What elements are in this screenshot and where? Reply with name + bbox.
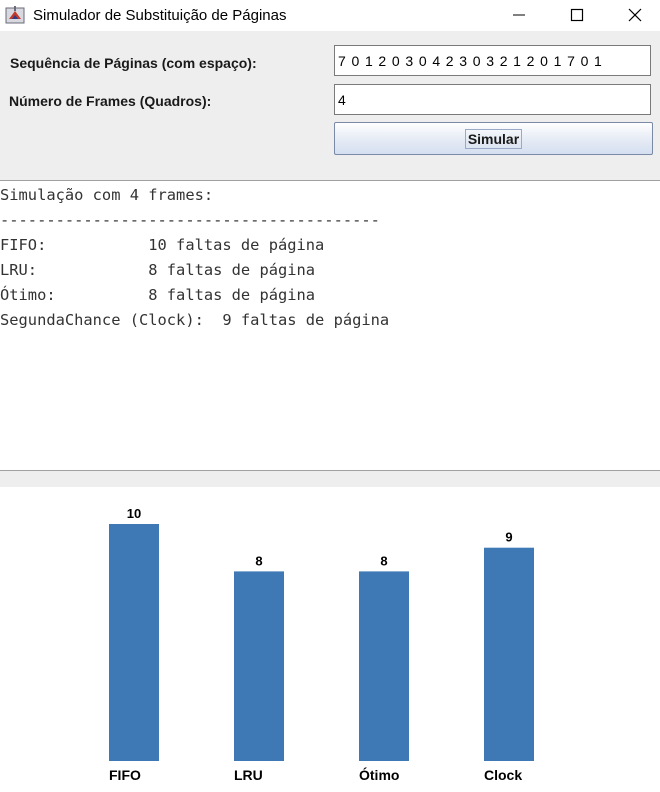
frames-input[interactable] (334, 84, 651, 115)
bar-clock (484, 547, 534, 761)
bar-value-label: 8 (255, 553, 262, 568)
sequence-input[interactable] (334, 45, 651, 76)
java-app-icon (5, 6, 25, 24)
bar-value-label: 8 (380, 553, 387, 568)
output-line: ----------------------------------------… (0, 211, 380, 229)
bar-fifo (109, 524, 159, 761)
minimize-button[interactable] (496, 0, 542, 31)
category-label: FIFO (109, 767, 141, 783)
close-button[interactable] (612, 0, 658, 31)
sequence-label: Sequência de Páginas (com espaço): (10, 55, 257, 71)
panel-divider (0, 471, 660, 487)
bar-ótimo (359, 571, 409, 761)
minimize-icon (513, 14, 525, 16)
window-title: Simulador de Substituição de Páginas (33, 7, 287, 24)
close-icon (628, 8, 642, 22)
output-line: LRU: 8 faltas de página (0, 261, 316, 279)
title-bar: Simulador de Substituição de Páginas (0, 0, 660, 31)
bar-lru (234, 571, 284, 761)
output-text-area[interactable]: Simulação com 4 frames: ----------------… (0, 180, 660, 471)
category-label: LRU (234, 767, 263, 783)
maximize-icon (570, 8, 584, 22)
bar-chart: 10 FIFO 8 LRU 8 Ótimo 9 Clock (109, 506, 534, 783)
category-label: Ótimo (359, 766, 399, 783)
simulate-button[interactable]: Simular (334, 122, 653, 155)
output-line: SegundaChance (Clock): 9 faltas de págin… (0, 311, 390, 329)
output-line: FIFO: 10 faltas de página (0, 236, 325, 254)
frames-label: Número de Frames (Quadros): (9, 93, 212, 109)
output-line: Simulação com 4 frames: (0, 186, 214, 204)
category-label: Clock (484, 767, 522, 783)
maximize-button[interactable] (554, 0, 600, 31)
bar-value-label: 10 (127, 506, 141, 521)
input-form: Sequência de Páginas (com espaço): Númer… (0, 31, 660, 180)
chart-panel: 10 FIFO 8 LRU 8 Ótimo 9 Clock (0, 487, 660, 792)
bar-value-label: 9 (505, 530, 512, 545)
simulate-button-label: Simular (464, 128, 523, 149)
output-line: Ótimo: 8 faltas de página (0, 286, 316, 304)
